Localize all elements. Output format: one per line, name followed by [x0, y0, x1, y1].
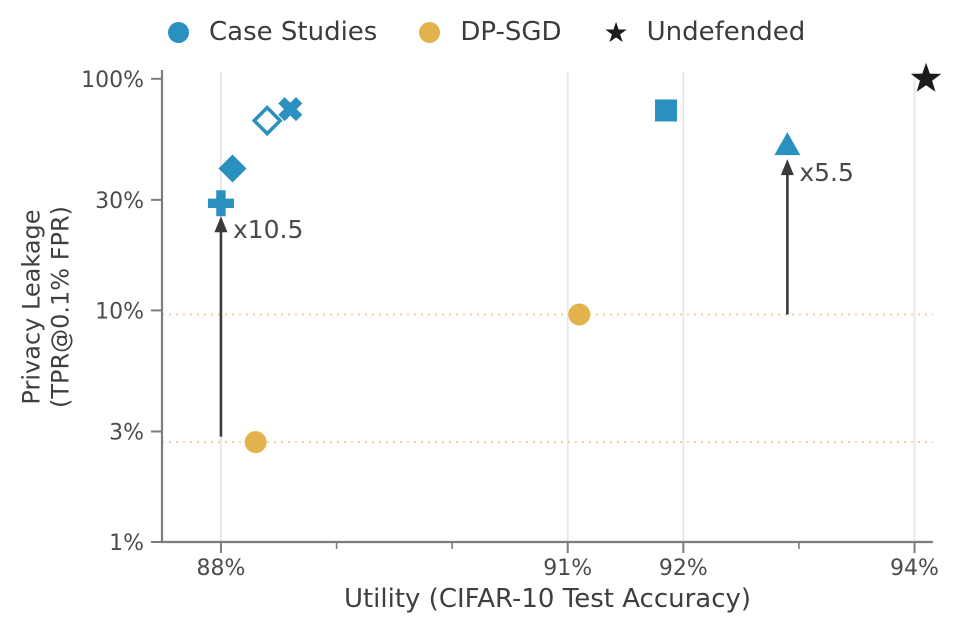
x-axis-title: Utility (CIFAR-10 Test Accuracy): [343, 584, 752, 614]
plus-marker: [207, 190, 234, 217]
y-axis-title: Privacy Leakage (TPR@0.1% FPR): [18, 206, 77, 408]
open-diamond-marker: [251, 105, 283, 137]
data-point-case-studies: [251, 105, 283, 137]
x-tick-label: 91%: [543, 556, 592, 581]
chart-legend: Case Studies DP-SGD ★ Undefended: [168, 17, 805, 47]
data-point-undefended: [910, 62, 942, 92]
legend-label: Undefended: [646, 17, 806, 47]
circle-marker: [568, 303, 591, 326]
legend-item-dp-sgd: DP-SGD: [419, 17, 562, 47]
legend-label: DP-SGD: [460, 17, 562, 47]
data-point-case-studies: [207, 190, 234, 217]
arrow-head: [214, 216, 228, 233]
square-marker: [654, 99, 677, 122]
data-point-dp-sgd: [568, 303, 591, 326]
y-axis-title-line2: (TPR@0.1% FPR): [47, 205, 75, 409]
circle-marker: [244, 431, 267, 454]
legend-item-undefended: ★ Undefended: [604, 17, 806, 47]
x-tick-label: 94%: [890, 556, 939, 581]
data-point-case-studies: [654, 99, 677, 122]
legend-circle-icon: [419, 21, 441, 43]
legend-label: Case Studies: [209, 17, 378, 47]
diamond-marker: [218, 154, 247, 183]
legend-item-case-studies: Case Studies: [168, 17, 377, 47]
data-point-dp-sgd: [244, 431, 267, 454]
star-marker: [910, 62, 942, 92]
arrow-multiplier-label: x10.5: [233, 215, 303, 244]
triangle-marker: [774, 132, 801, 156]
data-point-case-studies: [774, 132, 801, 156]
legend-star-icon: ★: [603, 15, 629, 49]
y-tick-label: 1%: [109, 531, 144, 556]
x-tick-label: 92%: [659, 556, 708, 581]
data-point-case-studies: [278, 97, 303, 122]
legend-circle-icon: [168, 21, 189, 43]
y-tick-label: 100%: [81, 68, 144, 93]
arrow-multiplier-label: x5.5: [799, 158, 854, 187]
y-axis-title-line1: Privacy Leakage: [17, 209, 46, 405]
y-tick-label: 3%: [109, 420, 144, 445]
y-tick-label: 30%: [95, 189, 144, 214]
data-point-case-studies: [218, 154, 247, 183]
x-marker: [278, 97, 303, 122]
arrow-head: [780, 159, 794, 176]
x-tick-label: 88%: [196, 556, 245, 581]
y-tick-label: 10%: [95, 299, 144, 324]
